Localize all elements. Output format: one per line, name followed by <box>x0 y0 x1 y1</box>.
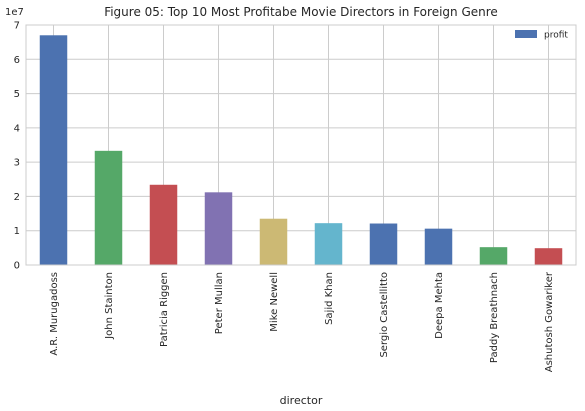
x-tick-label: Sajid Khan <box>324 272 335 325</box>
y-tick-label: 5 <box>14 89 20 100</box>
axes-frame <box>25 24 577 266</box>
x-tick-label: Deepa Mehta <box>434 272 445 339</box>
bar-deepa-mehta <box>424 228 453 265</box>
x-tick-label: Peter Mullan <box>214 272 225 334</box>
bar-ashutosh-gowariker <box>534 248 563 265</box>
x-tick-label: Ashutosh Gowariker <box>544 271 555 372</box>
x-tick-label: John Stainton <box>104 272 115 340</box>
x-tick-label: Patricia Riggen <box>159 272 170 347</box>
bar-sajid-khan <box>314 223 343 265</box>
x-tick-label: Mike Newell <box>269 272 280 332</box>
y-tick-label: 1 <box>14 226 20 237</box>
bar-a-r-murugadoss <box>39 35 68 266</box>
x-tick-label: A.R. Murugadoss <box>49 272 60 356</box>
y-tick-label: 7 <box>14 21 20 32</box>
y-tick-label: 2 <box>14 192 20 203</box>
bar-mike-newell <box>259 218 288 265</box>
chart-title: Figure 05: Top 10 Most Profitabe Movie D… <box>104 5 498 19</box>
legend-swatch-profit <box>515 30 537 38</box>
y-tick-label: 3 <box>14 158 20 169</box>
legend: profit <box>515 30 568 41</box>
bar-layer <box>39 35 563 266</box>
bar-peter-mullan <box>204 192 233 265</box>
bar-john-stainton <box>94 150 123 265</box>
bar-paddy-breathnach <box>479 247 508 265</box>
x-tick-labels: A.R. Murugadoss John Stainton Patricia Rig… <box>49 271 555 372</box>
x-tick-label: Paddy Breathnach <box>489 272 500 363</box>
x-axis-label: director <box>280 394 323 407</box>
bar-patricia-riggen <box>149 184 178 265</box>
y-tick-label: 4 <box>14 123 20 134</box>
y-axis-multiplier: 1e7 <box>5 7 24 18</box>
x-tick-label: Sergio Castellitto <box>379 272 390 358</box>
legend-label-profit: profit <box>544 31 568 41</box>
y-tick-labels: 0 1 2 3 4 5 6 7 <box>14 21 20 272</box>
bar-sergio-castellitto <box>369 223 398 265</box>
y-tick-label: 0 <box>14 261 20 272</box>
y-tick-label: 6 <box>14 55 20 66</box>
